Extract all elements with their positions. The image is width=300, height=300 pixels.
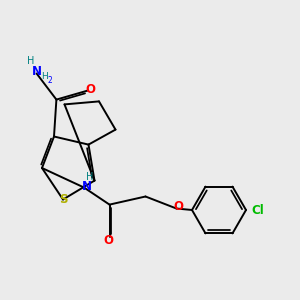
Text: H: H bbox=[42, 72, 48, 81]
Text: O: O bbox=[103, 233, 113, 247]
Text: Cl: Cl bbox=[251, 203, 264, 217]
Text: N: N bbox=[32, 65, 42, 79]
Text: H: H bbox=[86, 172, 94, 182]
Text: S: S bbox=[59, 193, 67, 206]
Text: 2: 2 bbox=[47, 76, 52, 85]
Text: N: N bbox=[82, 180, 92, 194]
Text: O: O bbox=[85, 82, 96, 96]
Text: H: H bbox=[27, 56, 34, 67]
Text: O: O bbox=[173, 200, 183, 213]
